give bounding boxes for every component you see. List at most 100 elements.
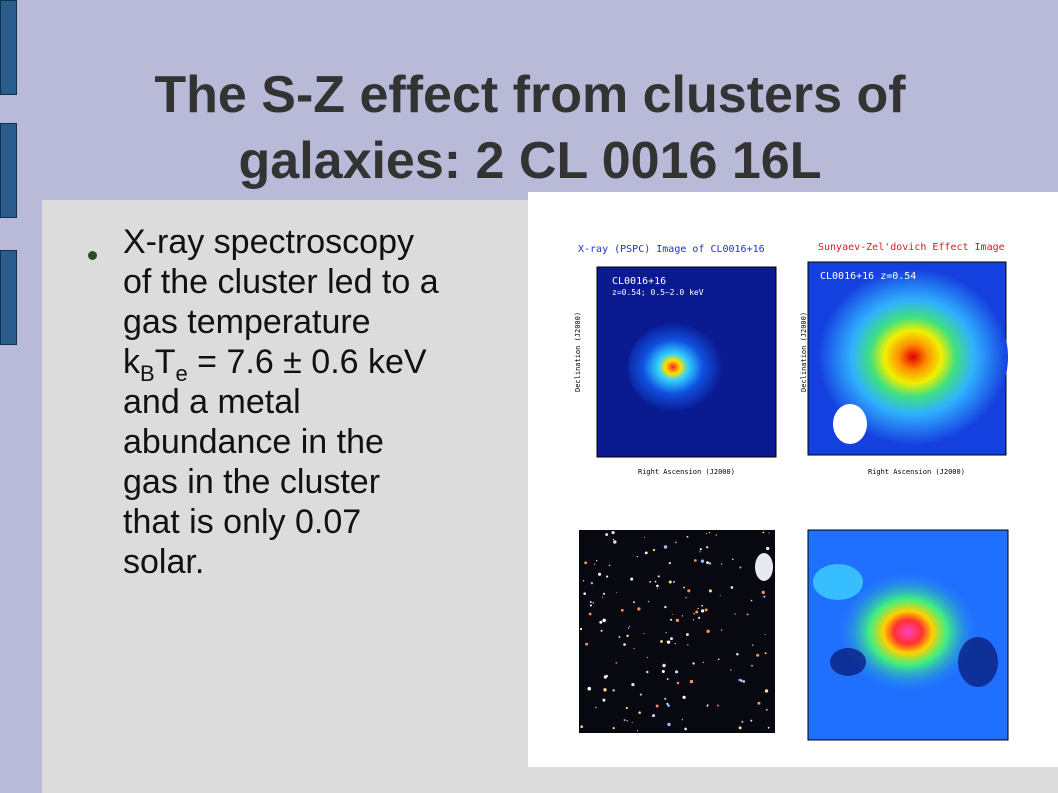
stars xyxy=(579,530,770,732)
text-line: abundance in the xyxy=(123,423,384,461)
star xyxy=(730,669,732,671)
star xyxy=(734,613,736,615)
star xyxy=(762,531,765,534)
star xyxy=(732,558,734,560)
map-feature xyxy=(958,637,998,687)
star xyxy=(602,592,606,595)
text-line: solar. xyxy=(123,543,205,581)
star xyxy=(612,727,615,730)
star xyxy=(706,705,709,707)
star xyxy=(646,656,648,659)
star xyxy=(672,614,674,616)
star xyxy=(752,644,754,646)
star xyxy=(593,563,596,565)
star xyxy=(692,619,695,621)
star xyxy=(741,720,744,723)
star xyxy=(666,702,669,705)
star xyxy=(685,597,687,599)
star xyxy=(637,730,639,732)
star xyxy=(633,601,635,604)
star xyxy=(716,704,719,707)
star xyxy=(628,627,630,629)
axis-label: Right Ascension (J2000) xyxy=(638,468,735,476)
slide-title: The S-Z effect from clusters of galaxies… xyxy=(154,66,906,190)
text-line: that is only 0.07 xyxy=(123,503,362,541)
symbol: T xyxy=(154,343,176,381)
star xyxy=(751,664,753,667)
star xyxy=(738,726,742,730)
star xyxy=(695,610,699,614)
star xyxy=(595,706,597,708)
star xyxy=(706,629,710,633)
star xyxy=(616,591,618,594)
star xyxy=(599,620,603,624)
star xyxy=(667,722,671,727)
xray-blob xyxy=(628,322,728,412)
star xyxy=(666,640,671,644)
map-feature xyxy=(813,564,863,600)
sz-map-blob xyxy=(838,572,978,692)
star xyxy=(686,535,689,538)
star xyxy=(615,662,618,664)
plot-note: z=0.54; 0.5–2.0 keV xyxy=(612,288,704,297)
axis-label: Right Ascension (J2000) xyxy=(868,468,965,476)
star xyxy=(579,627,583,631)
star xyxy=(636,555,638,558)
text-line: X-ray spectroscopy xyxy=(123,223,414,261)
star xyxy=(606,575,609,578)
star xyxy=(701,609,705,613)
symbol: k xyxy=(123,343,140,381)
star xyxy=(699,551,701,553)
star xyxy=(657,575,660,578)
star xyxy=(699,548,702,551)
star xyxy=(768,532,770,534)
star xyxy=(693,559,697,562)
plot-title: Sunyaev-Zel'dovich Effect Image xyxy=(818,242,1005,253)
star xyxy=(605,533,609,537)
star xyxy=(706,546,709,549)
star xyxy=(629,625,631,627)
side-bar xyxy=(0,123,17,218)
star xyxy=(685,633,689,637)
formula-line: kBTe = 7.6 ± 0.6 keV xyxy=(123,342,439,385)
star xyxy=(623,643,626,646)
star xyxy=(767,726,770,729)
star xyxy=(585,642,589,646)
star xyxy=(584,561,588,565)
star xyxy=(667,704,670,707)
star xyxy=(673,580,676,583)
star xyxy=(739,679,743,683)
star xyxy=(592,601,595,604)
star xyxy=(652,548,656,552)
star xyxy=(681,719,684,721)
star xyxy=(664,605,667,609)
star xyxy=(693,612,696,615)
star xyxy=(612,689,615,692)
star xyxy=(720,629,723,631)
star xyxy=(766,546,770,551)
star xyxy=(742,680,746,683)
star xyxy=(580,725,584,729)
star xyxy=(670,637,673,640)
star xyxy=(655,704,659,708)
star xyxy=(656,584,659,588)
star xyxy=(647,601,650,603)
star xyxy=(750,599,753,602)
star xyxy=(608,564,611,567)
star xyxy=(598,572,602,576)
star xyxy=(719,595,721,597)
star xyxy=(602,596,604,598)
star xyxy=(630,577,634,581)
star xyxy=(704,608,708,612)
star xyxy=(766,708,768,711)
star xyxy=(605,674,608,678)
star xyxy=(757,701,761,705)
plot-label: CL0016+16 z=0.54 xyxy=(820,271,916,282)
plot-label: CL0016+16 xyxy=(612,276,666,287)
star xyxy=(583,592,586,595)
star xyxy=(689,679,694,684)
star xyxy=(697,607,699,610)
star xyxy=(668,580,672,584)
figure: X-ray (PSPC) Image of CL0016+16 CL0016+1… xyxy=(528,192,1058,767)
star xyxy=(646,670,649,674)
